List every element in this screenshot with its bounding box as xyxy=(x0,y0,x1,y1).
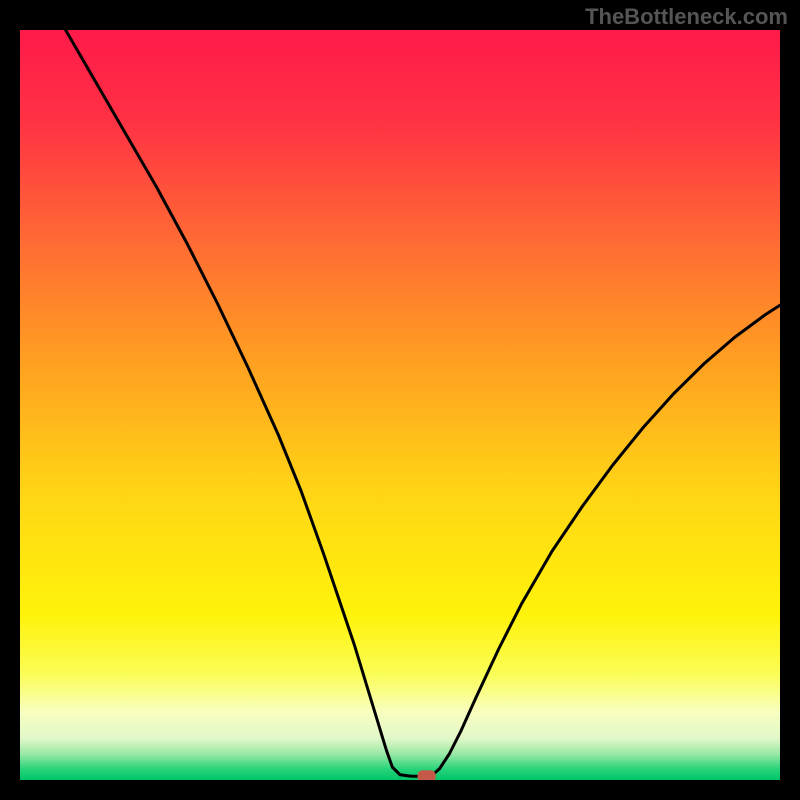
bottleneck-curve xyxy=(66,30,780,776)
chart-container: TheBottleneck.com xyxy=(0,0,800,800)
optimal-point-marker xyxy=(417,770,435,780)
plot-area xyxy=(20,30,780,780)
watermark-text: TheBottleneck.com xyxy=(585,4,788,30)
plot-svg xyxy=(20,30,780,780)
